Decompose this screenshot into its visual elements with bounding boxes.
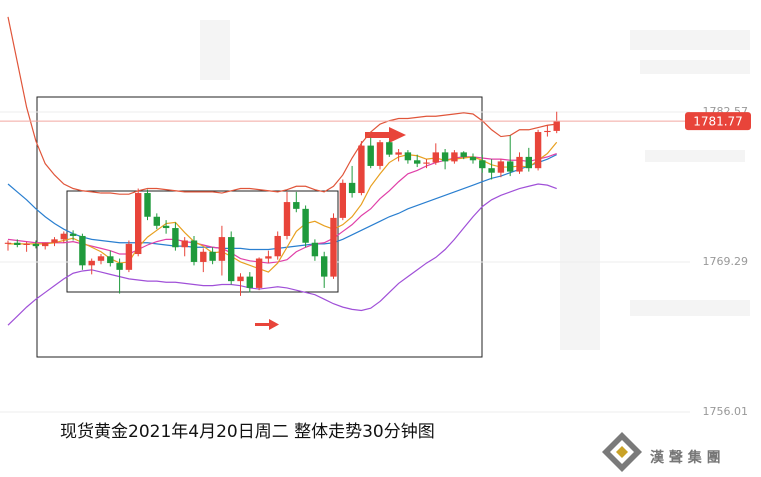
range-box [36, 96, 483, 358]
candle-body [228, 237, 235, 282]
candle-body [516, 156, 523, 172]
candle-body [107, 256, 114, 264]
candle-body [451, 152, 458, 162]
candle-body [218, 237, 226, 261]
candle-body [497, 161, 505, 173]
candle-body [432, 152, 439, 163]
candle-body [135, 193, 142, 255]
candle-body [51, 239, 58, 243]
candle-body [125, 243, 133, 270]
indicator-line [7, 152, 557, 264]
candle-body [321, 256, 328, 277]
candle-body [404, 152, 412, 161]
indicator-line [8, 141, 558, 273]
candle-body [97, 256, 105, 261]
candle-body [293, 202, 300, 209]
background-pattern [200, 20, 750, 350]
candle-body [32, 243, 40, 247]
y-tick-label: 1769.29 [703, 255, 749, 268]
candle-body [479, 160, 486, 169]
candle-body [190, 240, 198, 262]
candle-body [200, 251, 207, 262]
candle-body [358, 145, 365, 194]
candle-body [153, 216, 160, 226]
candle-body [302, 208, 309, 243]
candle-body [544, 130, 551, 133]
candle-body [488, 168, 495, 173]
logo [602, 432, 642, 472]
candle-body [162, 225, 170, 229]
candle-body [42, 242, 49, 247]
candle-body [507, 161, 514, 172]
candle-body [460, 152, 467, 157]
indicator-line [7, 183, 557, 326]
candle-body [330, 217, 337, 277]
watermark: 漢 聲 集 團 [650, 449, 721, 466]
arrow [255, 127, 406, 330]
candle-body [79, 235, 86, 266]
candle-body [283, 202, 291, 236]
y-tick-label: 1756.01 [703, 405, 749, 418]
candle-body [534, 132, 542, 169]
last-price-box [685, 112, 751, 131]
candle-body [525, 156, 532, 169]
candle-body [386, 142, 393, 155]
candle-body [423, 162, 430, 164]
candle-body [274, 235, 281, 257]
candle-body [246, 276, 253, 288]
candle-body [348, 182, 356, 194]
candle-body [553, 121, 560, 131]
candle-body [60, 233, 67, 240]
candle-body [441, 152, 449, 162]
candle-body [237, 276, 244, 282]
candle-body [116, 263, 123, 270]
candle-body [255, 258, 263, 288]
candle-body [172, 228, 179, 248]
candle-body [69, 233, 77, 236]
indicator-line [7, 154, 557, 251]
candle-body [88, 260, 95, 266]
indicator-line [7, 16, 557, 195]
candle-body [181, 240, 188, 248]
candle-body [144, 193, 151, 217]
candle-body [14, 242, 21, 245]
candle-body [311, 242, 319, 257]
last-price-label: 1781.77 [693, 115, 743, 129]
candle-body [395, 152, 402, 155]
candle-body [376, 142, 384, 166]
candle-body [469, 156, 477, 161]
candle-body [339, 182, 346, 218]
caption: 现货黄金2021年4月20日周二 整体走势30分钟图 [60, 422, 435, 442]
candle-body [414, 160, 421, 164]
candle-body [367, 145, 374, 166]
candle-body [4, 242, 12, 244]
candle-body [209, 251, 216, 261]
candle-body [23, 243, 30, 245]
candle-body [265, 256, 272, 259]
